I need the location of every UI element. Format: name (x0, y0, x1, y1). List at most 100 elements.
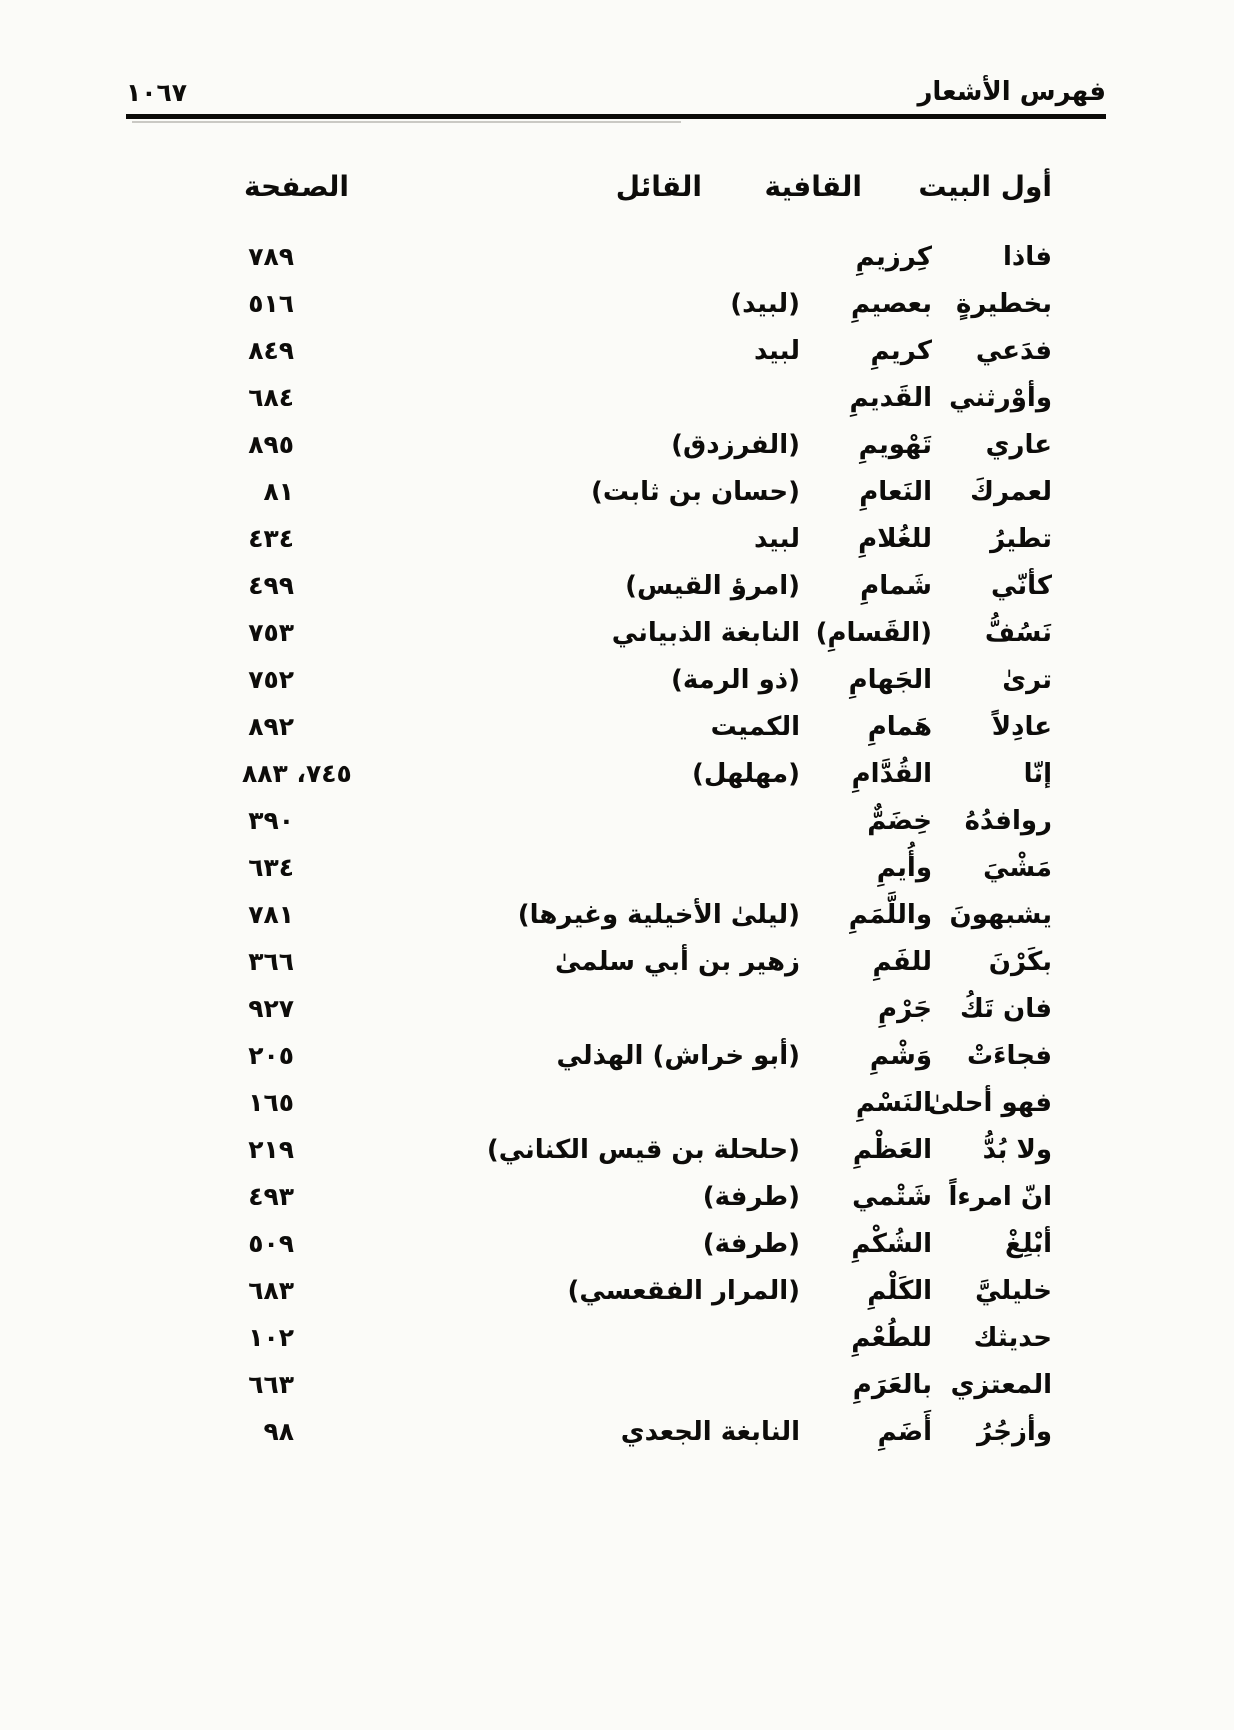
page-number-value: ٧٥٣ (248, 618, 294, 648)
cell-rhyme: الجَهامِ (848, 665, 932, 696)
page-number-value: ٦٨٤ (248, 383, 294, 413)
cell-poet: (المرار الفقعسي) (567, 1276, 800, 1307)
table-row: انّ امرءاً شَتْمي (طرفة) ٤٩٣ (126, 1175, 1052, 1222)
scanned-book-page: { "page": { "running_title": "فهرس الأشع… (0, 78, 1234, 1730)
page-number-value: ٧٤٥، ٨٨٣ (242, 759, 352, 789)
page-number-value: ٣٩٠ (248, 806, 294, 836)
cell-first-verse: لعمركَ (970, 477, 1052, 508)
cell-rhyme: وَشْمِ (869, 1041, 932, 1072)
cell-poet: (مهلهل) (691, 759, 800, 790)
table-row: لعمركَ النَعامِ (حسان بن ثابت) ٨١ (126, 470, 1052, 517)
table-row: فهو أحلىٰ النَسْمِ ١٦٥ (126, 1081, 1052, 1128)
page-number-value: ٨٤٩ (248, 336, 294, 366)
cell-first-verse: فجاءَتْ (967, 1041, 1052, 1072)
page-number-value: ٤٣٤ (248, 524, 294, 554)
page-number-value: ٦٨٣ (248, 1276, 294, 1306)
cell-first-verse: نَسُفُّ (984, 618, 1052, 649)
cell-first-verse: فاذا (1002, 242, 1052, 273)
cell-poet (558, 1316, 800, 1363)
cell-page: ٥٠٩ (126, 1222, 558, 1269)
table-row: أبْلِغْ الشُكْمِ (طرفة) ٥٠٩ (126, 1222, 1052, 1269)
column-header-first-verse: أول البيت (918, 169, 1052, 203)
cell-page: ٤٩٣ (126, 1175, 558, 1222)
cell-poet (558, 376, 800, 423)
cell-rhyme: واللَّمَمِ (848, 900, 932, 931)
cell-rhyme: خِضَمٌّ (867, 806, 932, 837)
table-row: ولا بُدُّ العَظْمِ (حلحلة بن قيس الكناني) ٢… (126, 1128, 1052, 1175)
page-number-value: ١٠٢ (248, 1323, 294, 1353)
cell-poet: (طرفة) (702, 1182, 800, 1213)
cell-first-verse: فهو أحلىٰ (927, 1088, 1052, 1119)
page-number-value: ٨٩٥ (248, 430, 294, 460)
cell-rhyme: القُدَّامِ (851, 759, 932, 790)
page-number-value: ٤٩٣ (248, 1182, 294, 1212)
cell-rhyme: جَرْمِ (878, 994, 932, 1025)
table-row: فجاءَتْ وَشْمِ (أبو خراش) الهذلي ٢٠٥ (126, 1034, 1052, 1081)
cell-first-verse: ولا بُدُّ (982, 1135, 1052, 1166)
cell-page: ٤٣٤ (126, 517, 558, 564)
cell-page: ٢٠٥ (126, 1034, 558, 1081)
cell-page: ٦٨٣ (126, 1269, 558, 1316)
cell-first-verse: وأزجُرُ (977, 1417, 1052, 1448)
cell-poet: (الفرزدق) (671, 430, 800, 461)
cell-first-verse: المعتزي (950, 1370, 1052, 1401)
cell-poet: (ذو الرمة) (670, 665, 800, 696)
page-number-value: ٥٠٩ (248, 1229, 294, 1259)
cell-page: ٦٦٣ (126, 1363, 558, 1410)
cell-first-verse: عاري (985, 430, 1052, 461)
cell-poet (558, 1081, 800, 1128)
table-row: عادِلاً هَمامِ الكميت ٨٩٢ (126, 705, 1052, 752)
cell-first-verse: وأوْرثني (949, 383, 1052, 414)
cell-rhyme: وأُيمِ (876, 853, 932, 884)
cell-first-verse: أبْلِغْ (1004, 1229, 1052, 1260)
cell-first-verse: عادِلاً (991, 712, 1052, 743)
cell-rhyme: كِرزيمِ (855, 242, 932, 273)
cell-first-verse: فدَعي (975, 336, 1052, 367)
cell-poet: النابغة الجعدي (620, 1417, 800, 1448)
cell-rhyme: تَهْويمِ (858, 430, 932, 461)
cell-page: ٥١٦ (126, 282, 558, 329)
cell-poet: (طرفة) (702, 1229, 800, 1260)
cell-poet: (ليلىٰ الأخيلية وغيرها) (517, 900, 800, 931)
cell-poet: (حسان بن ثابت) (591, 477, 800, 508)
cell-page: ٩٢٧ (126, 987, 558, 1034)
table-row: وأزجُرُ أَضَمِ النابغة الجعدي ٩٨ (126, 1410, 1052, 1457)
table-row: فان تَكُ جَرْمِ ٩٢٧ (126, 987, 1052, 1034)
cell-poet: النابغة الذبياني (611, 618, 800, 649)
cell-first-verse: إنّا (1023, 759, 1052, 790)
column-header-poet: القائل (615, 169, 702, 203)
table-row: ترىٰ الجَهامِ (ذو الرمة) ٧٥٢ (126, 658, 1052, 705)
table-row: تطيرُ للغُلامِ لبيد ٤٣٤ (126, 517, 1052, 564)
folio-page-number: ١٠٦٧ (126, 78, 188, 108)
cell-first-verse: ترىٰ (1002, 665, 1052, 696)
page-number-value: ٥١٦ (248, 289, 294, 319)
cell-page: ١٠٢ (126, 1316, 558, 1363)
cell-poet: (أبو خراش) الهذلي (556, 1041, 800, 1072)
cell-rhyme: القَديمِ (849, 383, 932, 414)
cell-page: ٣٦٦ (126, 940, 558, 987)
table-row: فدَعي كريمِ لبيد ٨٤٩ (126, 329, 1052, 376)
table-row: المعتزي بالعَرَمِ ٦٦٣ (126, 1363, 1052, 1410)
table-row: مَشْيَ وأُيمِ ٦٣٤ (126, 846, 1052, 893)
cell-rhyme: للفَمِ (872, 947, 932, 978)
page-number-value: ٣٦٦ (248, 947, 294, 977)
cell-rhyme: شَتْمي (852, 1182, 932, 1213)
running-title: فهرس الأشعار (917, 77, 1106, 107)
cell-page: ٨٤٩ (126, 329, 558, 376)
cell-first-verse: بكَرْنَ (988, 947, 1052, 978)
cell-first-verse: انّ امرءاً (948, 1182, 1052, 1213)
column-header-page-label: الصفحة (244, 169, 350, 203)
cell-poet: (حلحلة بن قيس الكناني) (486, 1135, 800, 1166)
cell-poet: لبيد (753, 524, 800, 555)
cell-poet (558, 987, 800, 1034)
cell-rhyme: الشُكْمِ (851, 1229, 932, 1260)
cell-page: ٨١ (126, 470, 558, 517)
page-number-value: ٩٢٧ (248, 994, 294, 1024)
cell-poet (558, 1363, 800, 1410)
cell-page: ٤٩٩ (126, 564, 558, 611)
index-table-body: فاذا كِرزيمِ ٧٨٩ بخطيرةٍ بعصيمِ (لبيد) ٥١٦ فدَع… (126, 203, 1052, 1457)
cell-poet: الكميت (710, 712, 800, 743)
page-number-value: ٩٨ (263, 1417, 294, 1447)
cell-rhyme: العَظْمِ (852, 1135, 932, 1166)
table-header-row: أول البيت القافية القائل الصفحة (126, 153, 1052, 203)
